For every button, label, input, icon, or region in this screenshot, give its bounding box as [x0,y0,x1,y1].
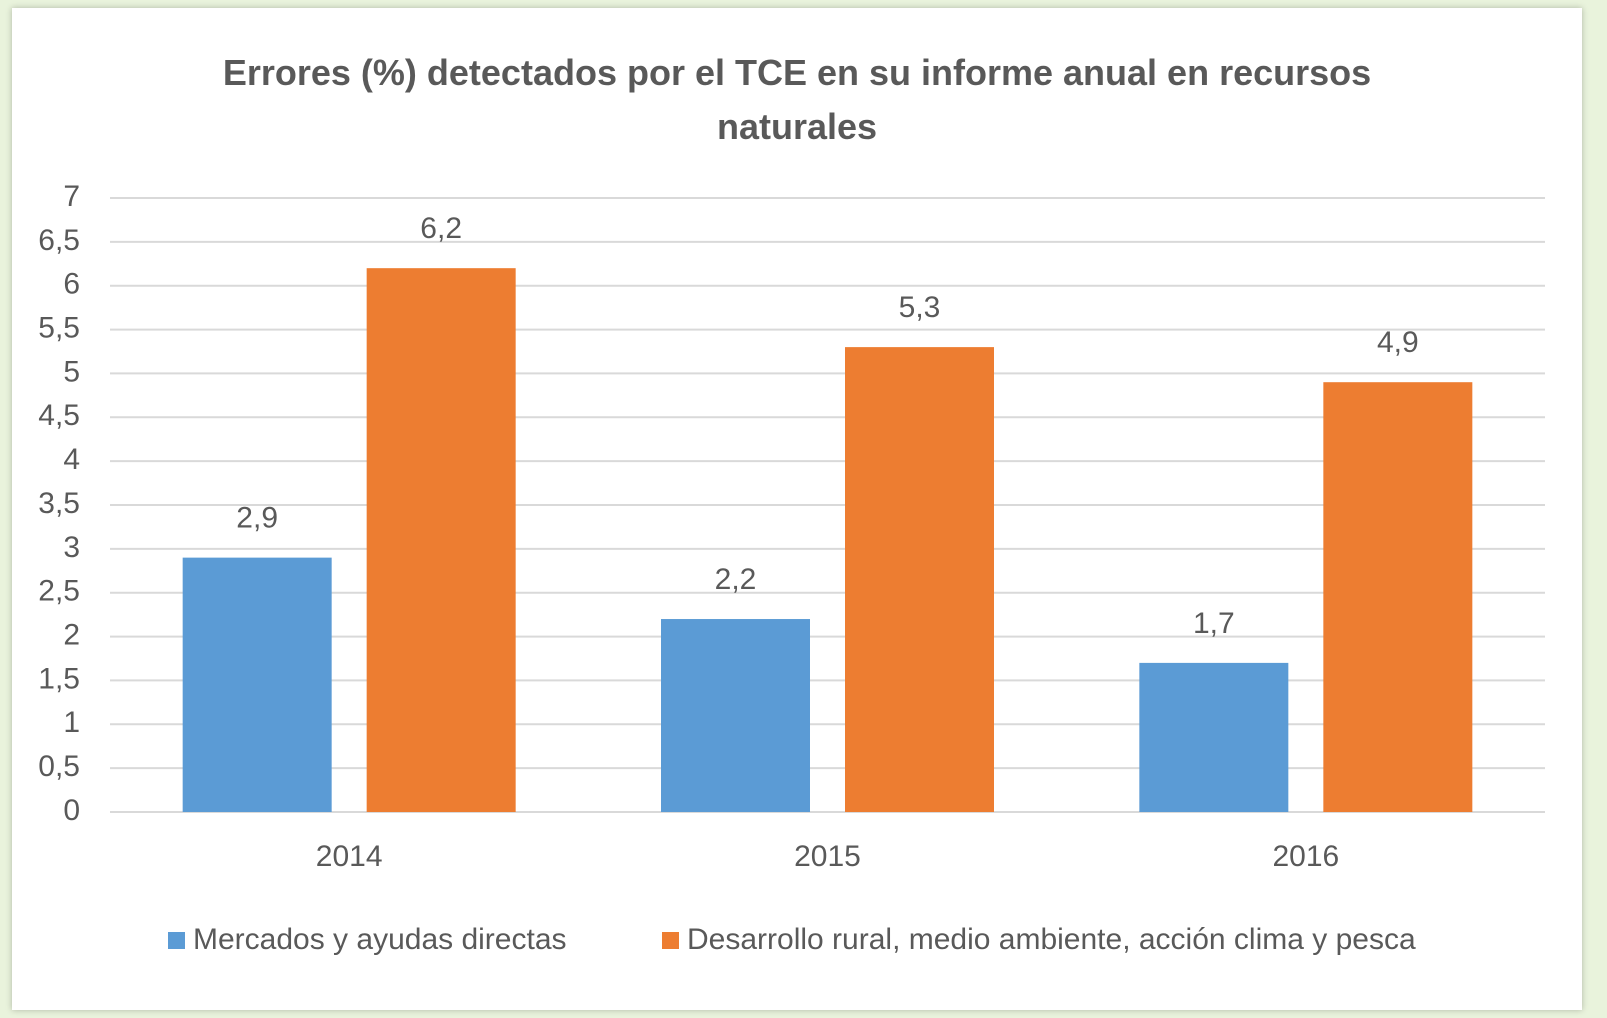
y-tick-label: 2 [63,618,80,651]
y-tick-label: 0,5 [38,750,80,783]
legend-swatch [662,932,679,949]
x-tick-label: 2015 [794,840,861,873]
data-label: 5,3 [899,291,941,324]
chart-title: Errores (%) detectados por el TCE en su … [222,52,1372,147]
y-tick-label: 3,5 [38,487,80,520]
bar [661,619,810,812]
data-label: 4,9 [1377,326,1419,359]
data-label: 2,9 [236,502,278,535]
y-tick-label: 4,5 [38,399,80,432]
y-tick-label: 4 [63,443,80,476]
data-label: 6,2 [420,212,462,245]
bar [1139,662,1289,812]
y-tick-label: 6 [63,268,80,301]
bar [845,347,994,812]
y-tick-label: 0 [63,794,80,827]
legend-swatch [168,932,185,949]
y-tick-label: 1 [63,706,80,739]
x-tick-label: 2016 [1272,840,1339,873]
legend-label: Mercados y ayudas directas [193,923,567,956]
x-tick-label: 2014 [316,840,383,873]
y-tick-label: 7 [63,180,80,213]
bar [182,557,332,812]
y-tick-label: 2,5 [38,575,80,608]
data-label: 2,2 [715,563,757,596]
bar [366,268,516,813]
y-tick-label: 5 [63,355,80,388]
y-tick-label: 5,5 [38,311,80,344]
y-tick-label: 3 [63,531,80,564]
data-label: 1,7 [1193,607,1235,640]
legend-label: Desarrollo rural, medio ambiente, acción… [687,923,1416,956]
y-tick-label: 6,5 [38,224,80,257]
chart-panel [12,8,1582,1010]
y-tick-label: 1,5 [38,662,80,695]
bar [1323,382,1473,812]
